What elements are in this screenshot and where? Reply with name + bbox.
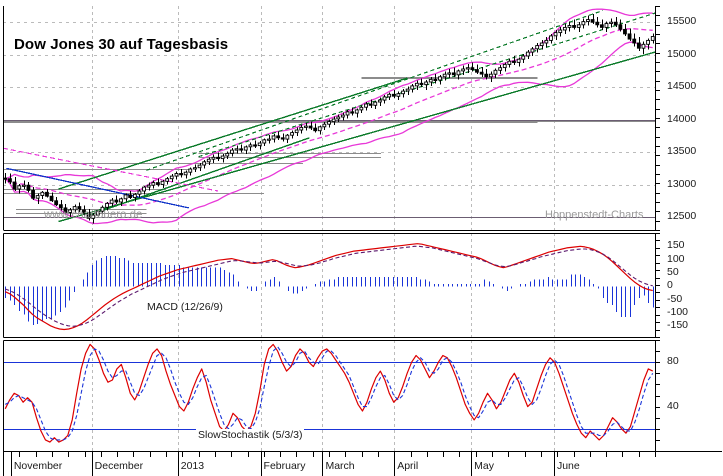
macd-panel-plot: [4, 243, 655, 331]
stochastic-indicator-label: SlowStochastik (5/3/3): [196, 429, 305, 441]
axis-tick-label: 0: [667, 279, 673, 292]
axis-tick-label: 80: [667, 355, 679, 368]
axis-tick-label: 15500: [667, 15, 697, 28]
time-axis-tick-label: June: [556, 460, 580, 472]
stochastic-panel-plot: [3, 343, 655, 443]
axis-tick-label: -150: [667, 319, 689, 332]
time-axis-tick-label: March: [325, 460, 355, 472]
axis-frames: [3, 6, 722, 476]
chart-title: Dow Jones 30 auf Tagesbasis: [14, 36, 229, 53]
axis-tick-label: 150: [667, 239, 685, 252]
watermark-right: Hoppenstedt-Charts: [545, 209, 644, 221]
axis-tick-label: 40: [667, 399, 679, 412]
price-panel-plot: [2, 8, 656, 225]
axis-tick-label: 13500: [667, 145, 697, 158]
axis-tick-label: 14000: [667, 112, 697, 125]
time-axis-tick-label: February: [263, 460, 306, 472]
watermark-left: www.chartbuero.de: [44, 209, 143, 221]
time-axis-tick-label: November: [13, 460, 63, 472]
time-axis-tick-label: 2013: [180, 460, 205, 472]
axis-tick-label: 13000: [667, 177, 697, 190]
axis-tick-label: -50: [667, 292, 683, 305]
axis-tick-label: 100: [667, 252, 685, 265]
axis-tick-label: 14500: [667, 80, 697, 93]
axis-tick-label: -100: [667, 306, 689, 318]
time-axis-tick-label: April: [397, 460, 419, 472]
axis-tick-label: 15000: [667, 47, 697, 60]
macd-indicator-label: MACD (12/26/9): [145, 301, 225, 313]
axis-tick-label: 50: [667, 266, 679, 278]
time-axis-tick-label: December: [94, 460, 144, 472]
axis-tick-label: 12500: [667, 210, 697, 222]
time-axis-tick-label: May: [474, 460, 494, 472]
